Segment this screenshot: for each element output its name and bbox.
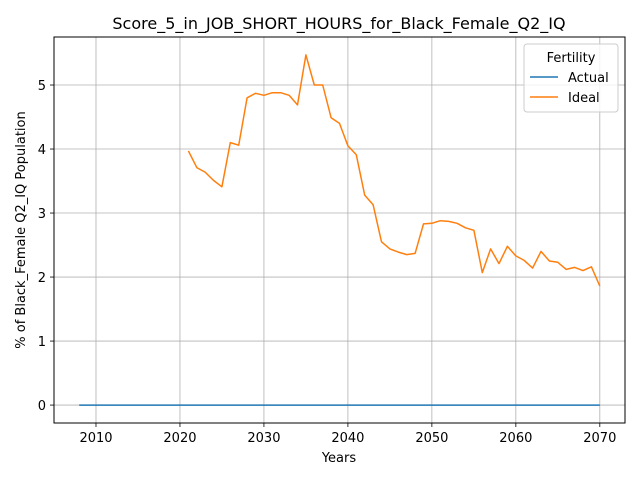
y-tick-label: 1 [38, 335, 46, 350]
x-tick-label: 2070 [583, 431, 616, 446]
x-axis-label: Years [321, 451, 357, 466]
legend-entry-ideal: Ideal [568, 91, 600, 106]
x-tick-label: 2040 [331, 431, 364, 446]
legend-title: Fertility [547, 51, 596, 66]
legend: Fertility Actual Ideal [523, 43, 619, 113]
y-axis-label: % of Black_Female Q2_IQ Population [14, 111, 29, 348]
y-tick-label: 0 [38, 399, 46, 414]
y-tick-label: 5 [38, 79, 46, 94]
legend-entry-actual: Actual [568, 71, 609, 86]
y-axis: 0 1 2 3 4 5 [38, 79, 54, 414]
chart-title: Score_5_in_JOB_SHORT_HOURS_for_Black_Fem… [112, 14, 565, 34]
y-tick-label: 3 [38, 207, 46, 222]
series-line-ideal [187, 54, 601, 287]
x-tick-label: 2030 [247, 431, 280, 446]
series-lines [79, 54, 601, 406]
y-tick-label: 2 [38, 271, 46, 286]
x-tick-label: 2010 [79, 431, 112, 446]
legend-box [523, 43, 619, 113]
x-tick-label: 2050 [415, 431, 448, 446]
x-tick-label: 2060 [499, 431, 532, 446]
y-tick-label: 4 [38, 143, 46, 158]
x-tick-label: 2020 [163, 431, 196, 446]
plot-frame [53, 36, 626, 424]
x-axis: 2010 2020 2030 2040 2050 2060 2070 [79, 423, 616, 446]
